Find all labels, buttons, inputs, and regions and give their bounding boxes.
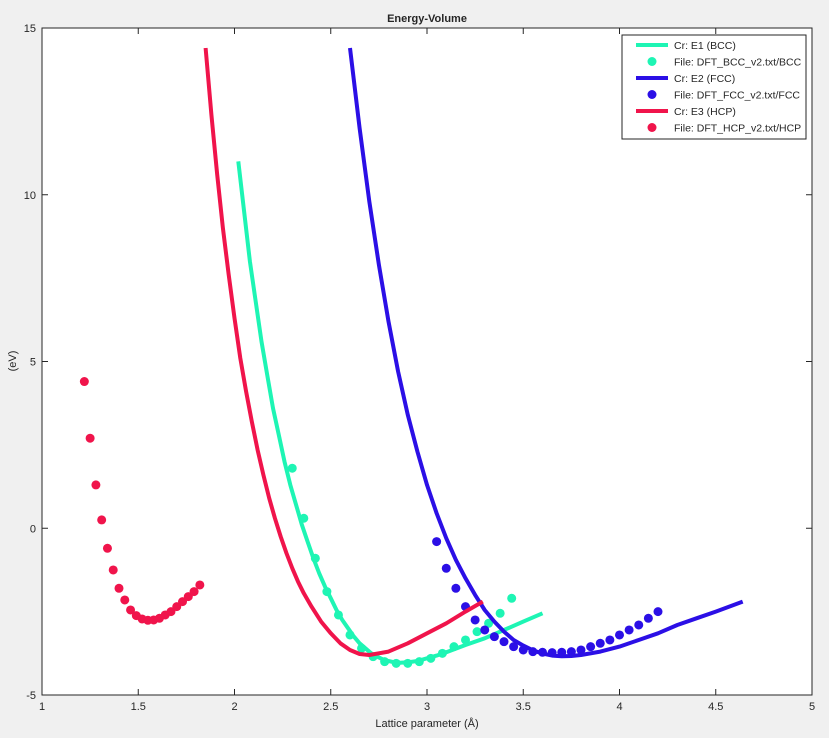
data-point-file-dft-bcc-v2-txt-bcc [322,587,332,597]
data-point-file-dft-bcc-v2-txt-bcc [495,608,505,618]
data-point-file-dft-bcc-v2-txt-bcc [437,648,447,658]
data-point-file-dft-fcc-v2-txt-fcc [547,648,557,658]
data-point-file-dft-fcc-v2-txt-fcc [557,647,567,657]
data-point-file-dft-fcc-v2-txt-fcc [643,613,653,623]
x-tick-label: 1 [39,701,45,713]
data-point-file-dft-bcc-v2-txt-bcc [414,657,424,667]
legend: Cr: E1 (BCC) File: DFT_BCC_v2.txt/BCC Cr: … [621,34,807,140]
data-point-file-dft-bcc-v2-txt-bcc [507,593,517,603]
data-point-file-dft-bcc-v2-txt-bcc [310,553,320,563]
data-point-file-dft-fcc-v2-txt-fcc [480,625,490,635]
x-axis-label: Lattice parameter (Å) [375,717,478,730]
x-tick-label: 3.5 [516,701,531,713]
data-point-file-dft-bcc-v2-txt-bcc [299,513,309,523]
legend-swatch-marker [647,123,657,132]
data-point-file-dft-fcc-v2-txt-fcc [605,635,615,645]
legend-label: File: DFT_BCC_v2.txt/BCC [674,57,802,69]
y-tick-label: 10 [24,190,36,202]
x-tick-label: 5 [809,701,815,713]
legend-label: Cr: E2 (FCC) [674,73,735,85]
data-point-file-dft-fcc-v2-txt-fcc [441,563,451,573]
data-point-file-dft-hcp-v2-txt-hcp [102,543,112,553]
y-axis-label: (eV) [7,351,19,372]
data-point-file-dft-hcp-v2-txt-hcp [195,580,205,590]
x-axis: 1 1.5 2 2.5 3 3.5 4 4.5 5 [39,28,815,713]
data-point-file-dft-fcc-v2-txt-fcc [432,537,442,547]
data-point-file-dft-fcc-v2-txt-fcc [451,583,461,593]
data-point-file-dft-fcc-v2-txt-fcc [586,642,596,652]
data-point-file-dft-fcc-v2-txt-fcc [615,630,624,640]
data-point-file-dft-fcc-v2-txt-fcc [634,620,644,630]
data-point-file-dft-hcp-v2-txt-hcp [85,433,95,443]
data-point-file-dft-bcc-v2-txt-bcc [380,657,390,667]
legend-label: File: DFT_HCP_v2.txt/HCP [674,123,801,135]
data-point-file-dft-fcc-v2-txt-fcc [499,637,509,647]
y-tick-label: 0 [30,523,36,535]
data-point-file-dft-bcc-v2-txt-bcc [357,643,367,653]
legend-swatch-marker [647,57,657,66]
x-tick-label: 2 [231,701,237,713]
x-tick-label: 3 [424,701,430,713]
data-point-file-dft-bcc-v2-txt-bcc [403,658,413,668]
x-tick-label: 4 [616,701,622,713]
data-point-file-dft-bcc-v2-txt-bcc [461,635,470,645]
y-axis: -5 0 5 10 15 [24,23,812,702]
data-point-file-dft-hcp-v2-txt-hcp [114,583,124,593]
data-point-file-dft-hcp-v2-txt-hcp [126,605,136,615]
legend-label: Cr: E3 (HCP) [674,106,736,118]
data-point-file-dft-fcc-v2-txt-fcc [624,625,634,635]
legend-label: File: DFT_FCC_v2.txt/FCC [674,90,800,102]
data-point-file-dft-fcc-v2-txt-fcc [489,632,499,642]
data-point-file-dft-fcc-v2-txt-fcc [528,647,538,657]
data-point-file-dft-fcc-v2-txt-fcc [509,642,519,652]
data-point-file-dft-fcc-v2-txt-fcc [470,615,480,625]
chart-title: Energy-Volume [387,13,467,25]
series-layer [79,47,744,668]
x-tick-label: 1.5 [131,701,146,713]
data-point-file-dft-bcc-v2-txt-bcc [484,618,494,628]
legend-swatch-marker [647,90,657,99]
series-line-cr-e3-hcp [203,47,484,657]
y-tick-label: 5 [30,357,36,369]
x-tick-label: 4.5 [708,701,723,713]
data-point-file-dft-bcc-v2-txt-bcc [391,658,401,668]
x-tick-label: 2.5 [323,701,338,713]
legend-box [621,34,807,140]
data-point-file-dft-hcp-v2-txt-hcp [97,515,107,525]
data-point-file-dft-fcc-v2-txt-fcc [538,647,547,657]
data-point-file-dft-fcc-v2-txt-fcc [518,645,528,655]
data-point-file-dft-bcc-v2-txt-bcc [449,642,459,652]
data-point-file-dft-bcc-v2-txt-bcc [426,653,436,663]
data-point-file-dft-fcc-v2-txt-fcc [576,645,586,655]
data-point-file-dft-hcp-v2-txt-hcp [120,595,130,605]
data-point-file-dft-bcc-v2-txt-bcc [345,630,355,640]
legend-label: Cr: E1 (BCC) [674,40,736,52]
data-point-file-dft-hcp-v2-txt-hcp [108,565,118,575]
data-point-file-dft-bcc-v2-txt-bcc [287,463,297,473]
data-point-file-dft-bcc-v2-txt-bcc [472,627,482,637]
series-line-cr-e2-fcc [348,47,744,659]
data-point-file-dft-hcp-v2-txt-hcp [189,587,199,597]
data-point-file-dft-fcc-v2-txt-fcc [653,607,663,617]
y-tick-label: 15 [24,23,36,35]
data-point-file-dft-fcc-v2-txt-fcc [566,647,576,657]
data-point-file-dft-hcp-v2-txt-hcp [91,480,101,490]
y-tick-label: -5 [26,690,36,702]
data-point-file-dft-bcc-v2-txt-bcc [333,610,343,620]
data-point-file-dft-fcc-v2-txt-fcc [595,638,605,648]
data-point-file-dft-hcp-v2-txt-hcp [79,377,89,387]
